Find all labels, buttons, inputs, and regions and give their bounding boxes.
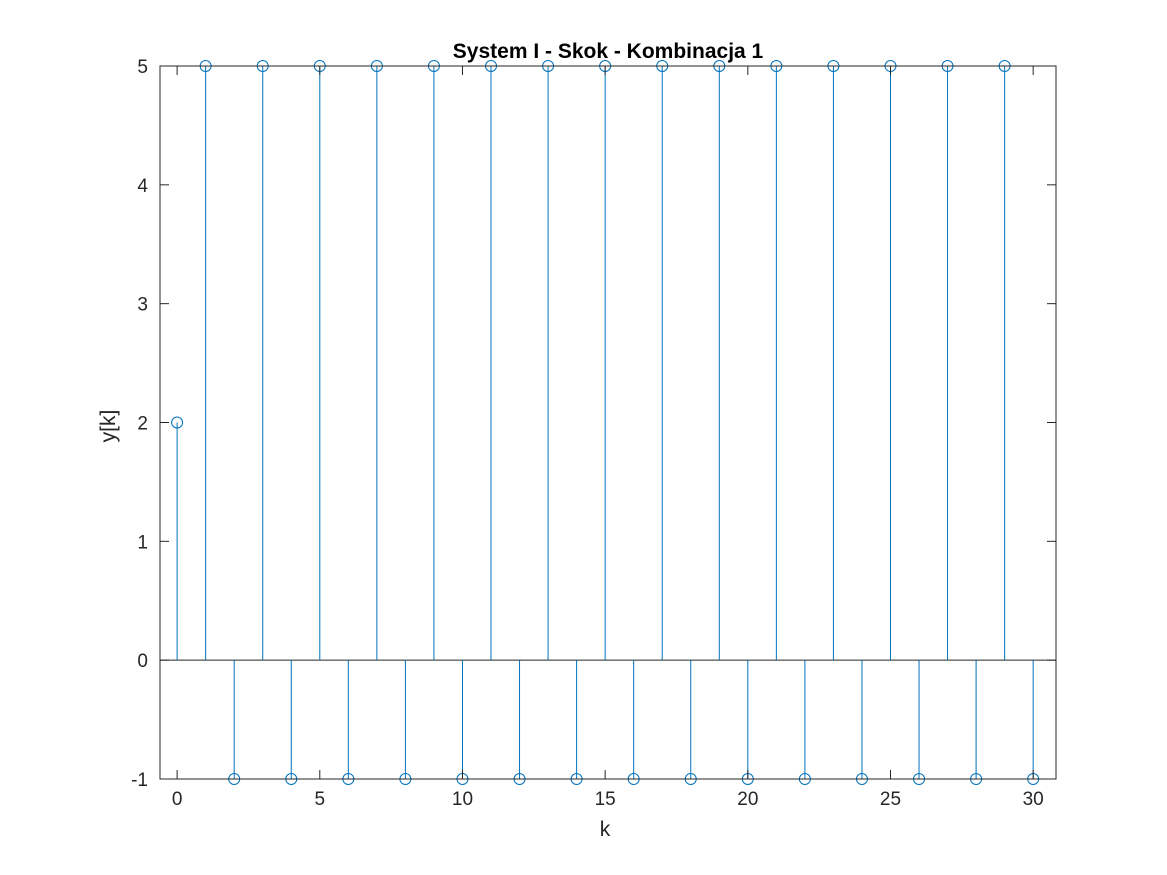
- x-tick-label: 0: [172, 789, 183, 810]
- chart-title: System I - Skok - Kombinacja 1: [453, 40, 764, 63]
- x-tick-label: 5: [315, 789, 326, 810]
- y-tick-label: 4: [137, 176, 148, 197]
- x-tick-label: 20: [737, 789, 758, 810]
- axes-box: [159, 65, 1057, 780]
- x-tick-label: 15: [595, 789, 616, 810]
- x-tick-label: 25: [880, 789, 901, 810]
- x-tick-label: 30: [1023, 789, 1044, 810]
- y-tick-label: -1: [131, 770, 148, 791]
- y-tick-label: 0: [137, 651, 148, 672]
- x-tick-label: 10: [452, 789, 473, 810]
- y-axis-label: y[k]: [97, 410, 120, 443]
- y-tick-label: 5: [137, 57, 148, 78]
- y-tick-label: 1: [137, 532, 148, 553]
- y-tick-label: 2: [137, 414, 148, 435]
- chart-ticks: 0 5 10 15 20 25 30 -1 0 1 2 3 4 5: [131, 57, 1056, 810]
- chart-marks: [160, 60, 1056, 785]
- y-tick-label: 3: [137, 295, 148, 316]
- x-axis-label: k: [600, 818, 611, 841]
- stem-marker: [171, 416, 184, 429]
